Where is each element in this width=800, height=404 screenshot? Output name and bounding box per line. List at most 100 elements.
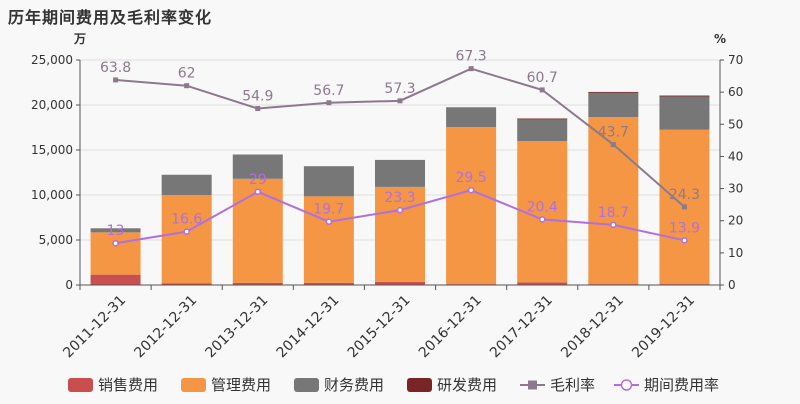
legend-label: 销售费用 xyxy=(98,376,158,394)
bar-segment xyxy=(232,282,283,285)
bar-segment xyxy=(517,282,568,285)
left-axis-unit: 万 xyxy=(73,32,86,46)
data-label: 13.9 xyxy=(669,220,700,236)
bar-segment xyxy=(90,232,141,275)
data-label: 18.7 xyxy=(598,205,629,221)
data-point xyxy=(254,188,262,196)
legend-swatch xyxy=(407,378,432,392)
bar-segment xyxy=(517,119,568,141)
data-point xyxy=(610,221,617,229)
data-label: 24.3 xyxy=(669,187,700,203)
data-label: 67.3 xyxy=(456,49,487,65)
left-tick-label: 10,000 xyxy=(31,188,73,202)
chart-title: 历年期间费用及毛利率变化 xyxy=(8,8,213,27)
left-tick-label: 20,000 xyxy=(31,98,73,112)
x-tick-label: 2017-12-31 xyxy=(487,292,556,361)
right-axis-unit: % xyxy=(714,32,726,46)
data-label: 56.7 xyxy=(313,83,344,99)
bar-segment xyxy=(232,178,283,283)
x-tick-label: 2014-12-31 xyxy=(274,292,343,361)
data-label: 19.7 xyxy=(313,202,344,218)
legend-marker xyxy=(620,379,633,391)
left-tick-label: 0 xyxy=(65,278,73,292)
data-label: 29.5 xyxy=(456,170,487,186)
x-tick-label: 2012-12-31 xyxy=(131,292,200,361)
data-point xyxy=(538,216,546,223)
data-point xyxy=(539,87,545,93)
data-label: 29 xyxy=(249,172,267,188)
data-point xyxy=(468,66,474,72)
bar-segment xyxy=(588,91,639,93)
legend-swatch xyxy=(181,378,206,392)
x-tick-label: 2018-12-31 xyxy=(558,292,627,361)
data-point xyxy=(113,77,119,83)
bar-segment xyxy=(161,283,212,285)
bar-segment xyxy=(659,95,710,97)
data-point xyxy=(325,218,333,225)
data-point xyxy=(397,98,403,104)
bar-segment xyxy=(303,166,354,197)
data-point xyxy=(467,186,475,194)
legend-marker xyxy=(528,380,537,390)
legend-label: 毛利率 xyxy=(550,376,595,394)
bar-segment xyxy=(446,127,497,285)
data-label: 13 xyxy=(107,223,125,239)
left-tick-label: 5,000 xyxy=(39,233,73,247)
bar-segment xyxy=(161,195,212,284)
data-point xyxy=(396,206,404,214)
data-label: 63.8 xyxy=(100,60,131,76)
bar-segment xyxy=(161,174,212,195)
right-tick-label: 40 xyxy=(728,149,743,163)
x-tick-label: 2013-12-31 xyxy=(203,292,272,361)
data-point xyxy=(112,239,119,247)
x-tick-label: 2011-12-31 xyxy=(60,292,129,361)
data-label: 62 xyxy=(178,66,196,82)
legend-label: 研发费用 xyxy=(437,376,497,394)
data-label: 43.7 xyxy=(598,125,629,141)
bar-segment xyxy=(375,186,425,282)
legend-label: 管理费用 xyxy=(211,376,271,394)
right-tick-label: 0 xyxy=(728,278,736,292)
legend-label: 财务费用 xyxy=(324,376,384,394)
legend-swatch xyxy=(294,378,319,392)
data-point xyxy=(681,237,688,244)
right-tick-label: 10 xyxy=(728,246,743,260)
legend-swatch xyxy=(68,378,93,392)
data-label: 57.3 xyxy=(384,81,415,97)
right-tick-label: 30 xyxy=(728,182,743,196)
bar-segment xyxy=(517,118,568,120)
data-label: 20.4 xyxy=(527,199,558,215)
bar-segment xyxy=(90,274,141,285)
bar-segment xyxy=(90,228,141,233)
right-tick-label: 50 xyxy=(728,117,743,131)
data-label: 16.6 xyxy=(171,212,202,228)
data-point xyxy=(610,142,616,148)
right-tick-label: 70 xyxy=(728,53,743,67)
right-tick-label: 20 xyxy=(728,214,743,228)
x-tick-label: 2015-12-31 xyxy=(345,292,414,361)
right-tick-label: 60 xyxy=(728,85,743,99)
x-tick-label: 2019-12-31 xyxy=(629,292,698,361)
legend-label: 期间费用率 xyxy=(644,376,719,394)
data-label: 23.3 xyxy=(384,190,415,206)
data-point xyxy=(183,228,190,235)
x-tick-label: 2016-12-31 xyxy=(416,292,485,361)
left-tick-label: 15,000 xyxy=(31,143,73,157)
data-point xyxy=(255,106,261,112)
data-label: 54.9 xyxy=(242,89,273,105)
bar-segment xyxy=(303,196,354,283)
data-point xyxy=(326,100,332,106)
data-point xyxy=(184,83,190,89)
bar-segment xyxy=(375,159,425,187)
left-tick-label: 25,000 xyxy=(31,53,73,67)
bar-segment xyxy=(659,96,710,130)
bar-segment xyxy=(588,92,639,118)
bar-segment xyxy=(446,107,497,128)
bar-segment xyxy=(232,154,283,179)
bar-segment xyxy=(303,282,354,285)
bar-segment xyxy=(375,281,425,285)
data-label: 60.7 xyxy=(527,70,558,86)
data-point xyxy=(681,204,687,210)
